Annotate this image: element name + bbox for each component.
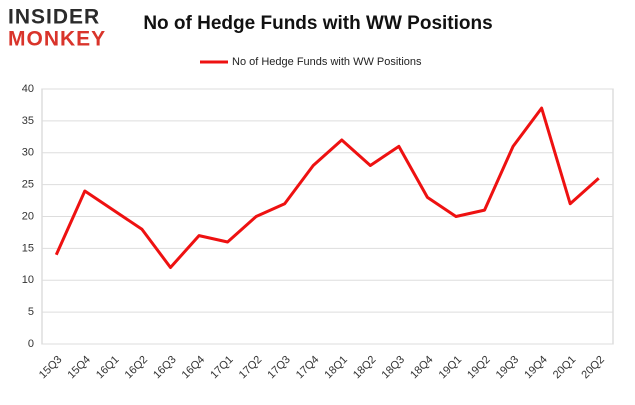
x-tick-label: 18Q1 — [322, 354, 350, 382]
y-tick-label: 20 — [22, 210, 34, 222]
y-tick-label: 35 — [22, 115, 34, 127]
y-tick-label: 15 — [22, 242, 34, 254]
x-tick-label: 19Q2 — [465, 354, 493, 382]
x-tick-label: 18Q4 — [408, 354, 436, 382]
y-tick-label: 40 — [22, 83, 34, 95]
x-tick-label: 19Q1 — [437, 354, 465, 382]
y-tick-label: 25 — [22, 179, 34, 191]
x-tick-label: 17Q3 — [265, 354, 293, 382]
x-tick-label: 16Q3 — [151, 354, 179, 382]
chart-title: No of Hedge Funds with WW Positions — [143, 13, 492, 34]
x-tick-label: 19Q4 — [522, 354, 550, 382]
legend-label: No of Hedge Funds with WW Positions — [232, 56, 422, 68]
y-tick-label: 10 — [22, 274, 34, 286]
x-tick-label: 16Q1 — [94, 354, 122, 382]
y-tick-label: 0 — [28, 338, 34, 350]
x-tick-label: 15Q3 — [37, 354, 65, 382]
x-tick-label: 17Q4 — [294, 354, 322, 382]
x-tick-label: 16Q2 — [123, 354, 151, 382]
x-tick-label: 18Q2 — [351, 354, 379, 382]
x-tick-label: 17Q2 — [237, 354, 265, 382]
y-tick-label: 30 — [22, 147, 34, 159]
x-tick-label: 17Q1 — [208, 354, 236, 382]
y-tick-label: 5 — [28, 306, 34, 318]
x-tick-label: 20Q1 — [551, 354, 579, 382]
x-tick-label: 15Q4 — [65, 354, 93, 382]
x-tick-label: 19Q3 — [494, 354, 522, 382]
logo-bottom: MONKEY — [8, 28, 106, 51]
logo-top: INSIDER — [8, 6, 100, 29]
x-tick-label: 18Q3 — [380, 354, 408, 382]
x-tick-label: 16Q4 — [180, 354, 208, 382]
x-tick-label: 20Q2 — [579, 354, 607, 382]
data-line — [54, 106, 600, 269]
